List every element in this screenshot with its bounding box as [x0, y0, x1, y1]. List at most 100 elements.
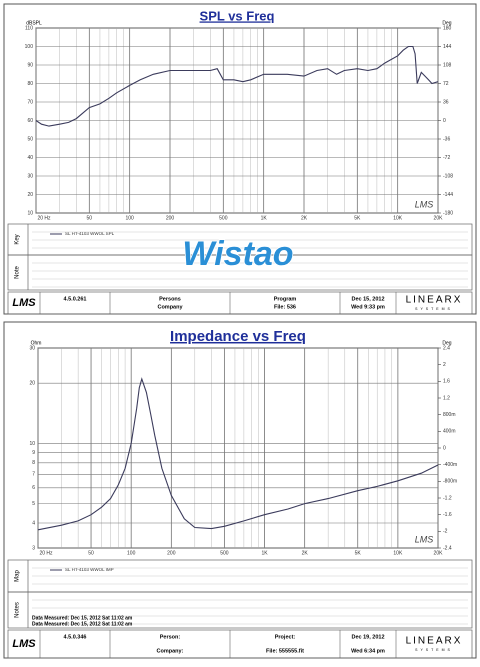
x-tick-label: 500: [219, 215, 228, 221]
y-tick-label: 3: [32, 545, 35, 551]
x-tick-label: 5K: [355, 550, 362, 556]
y2-tick-label: -2.4: [443, 545, 452, 551]
y2-tick-label: 180: [443, 25, 452, 31]
footer-field: 4.5.0.346: [64, 634, 87, 640]
footer-field: Company: [157, 304, 183, 310]
y-axis-label: Ohm: [31, 340, 42, 346]
footer-frame: [7, 291, 473, 315]
data-line: [37, 377, 439, 531]
y-tick-label: 110: [25, 25, 33, 31]
y-tick-label: 40: [27, 155, 33, 161]
y2-axis-label: Deg: [442, 20, 451, 26]
footer-field: Wed 6:34 pm: [351, 648, 385, 654]
y-tick-label: 70: [27, 99, 33, 105]
x-tick-label: 20K: [434, 550, 444, 556]
chart-title: Impedance vs Freq: [170, 328, 306, 345]
y2-tick-label: 1.2: [443, 395, 450, 401]
legend-label: SL HT-4103 WWOL SPL: [65, 231, 115, 236]
y2-tick-label: -2: [443, 529, 448, 535]
y-tick-label: 10: [27, 210, 33, 216]
y-axis-label: dBSPL: [26, 20, 42, 26]
y-tick-label: 20: [29, 381, 35, 387]
y2-tick-label: 0: [443, 118, 446, 124]
x-tick-label: 5K: [354, 215, 361, 221]
y2-tick-label: -180: [443, 210, 453, 216]
footer-field: Persons: [159, 296, 181, 302]
footer-field: Dec 15, 2012: [351, 296, 384, 302]
brand: LINEARX: [406, 295, 463, 306]
y-tick-label: 30: [29, 345, 35, 351]
footer-logo: LMS: [12, 297, 36, 309]
watermark-logo: Wistao: [182, 235, 293, 273]
x-tick-label: 10K: [393, 215, 403, 221]
footer-field: Program: [274, 296, 297, 302]
measured-note: Data Measured: Dec 15, 2012 Sat 11:02 am: [32, 621, 133, 627]
brand: LINEARX: [406, 636, 463, 647]
row-label: Notes: [15, 602, 21, 618]
y2-tick-label: -72: [443, 155, 450, 161]
x-tick-label: 200: [167, 550, 176, 556]
x-tick-label: 2K: [302, 550, 309, 556]
data-line: [35, 45, 439, 127]
y2-tick-label: -1.2: [443, 495, 452, 501]
footer-field: Project:: [275, 634, 296, 640]
y2-tick-label: -36: [443, 136, 450, 142]
y2-tick-label: -800m: [443, 479, 457, 485]
y2-tick-label: 144: [443, 44, 452, 50]
x-tick-label: 2K: [301, 215, 308, 221]
x-tick-label: 1K: [261, 215, 268, 221]
legend-label: SL HT-4103 WWOL IMP: [65, 567, 114, 572]
y-tick-label: 6: [32, 485, 35, 491]
y-tick-label: 10: [29, 441, 35, 447]
footer-field: 4.5.0.261: [64, 296, 87, 302]
row-frame: [7, 591, 473, 629]
footer-field: File: 536: [274, 304, 296, 310]
y-tick-label: 30: [27, 173, 33, 179]
y-tick-label: 5: [32, 501, 35, 507]
row-label: Key: [15, 234, 21, 244]
plot-mark: LMS: [415, 199, 434, 209]
footer-field: Company:: [157, 648, 184, 654]
x-tick-label: 50: [87, 215, 93, 221]
x-tick-label: 1K: [261, 550, 268, 556]
y2-axis-label: Deg: [442, 340, 451, 346]
y2-tick-label: 800m: [443, 412, 456, 418]
measured-note: Data Measured: Dec 15, 2012 Sat 11:02 am: [32, 615, 133, 621]
y2-tick-label: 0: [443, 445, 446, 451]
y2-tick-label: -400m: [443, 462, 457, 468]
x-tick-label: 20 Hz: [39, 550, 53, 556]
y2-tick-label: 2: [443, 362, 446, 368]
x-tick-label: 100: [125, 215, 134, 221]
y-tick-label: 80: [27, 81, 33, 87]
y-tick-label: 9: [32, 450, 35, 456]
chart-title: SPL vs Freq: [200, 8, 275, 23]
y2-tick-label: 72: [443, 81, 449, 87]
y-tick-label: 7: [32, 472, 35, 478]
x-tick-label: 20K: [434, 215, 444, 221]
y-tick-label: 50: [27, 136, 33, 142]
y-tick-label: 8: [32, 460, 35, 466]
brand-sub: SYSTEMS: [415, 648, 453, 652]
footer-field: Person:: [160, 634, 181, 640]
y2-tick-label: -1.6: [443, 512, 452, 518]
row-label: Note: [15, 266, 21, 279]
x-tick-label: 50: [88, 550, 94, 556]
y-tick-label: 4: [32, 520, 35, 526]
y2-tick-label: 36: [443, 99, 449, 105]
footer-field: Wed 9:33 pm: [351, 304, 385, 310]
x-tick-label: 10K: [393, 550, 403, 556]
y2-tick-label: 2.4: [443, 345, 450, 351]
y-tick-label: 90: [27, 62, 33, 68]
x-tick-label: 20 Hz: [37, 215, 51, 221]
y-tick-label: 60: [27, 118, 33, 124]
x-tick-label: 200: [166, 215, 175, 221]
y-tick-label: 20: [27, 192, 33, 198]
row-label: Map: [15, 570, 21, 582]
y2-tick-label: -108: [443, 173, 453, 179]
footer-field: File: 555555.fit: [266, 648, 304, 654]
x-tick-label: 500: [220, 550, 229, 556]
y-tick-label: 100: [25, 44, 34, 50]
y2-tick-label: 1.6: [443, 379, 450, 385]
footer-field: Dec 19, 2012: [351, 634, 384, 640]
